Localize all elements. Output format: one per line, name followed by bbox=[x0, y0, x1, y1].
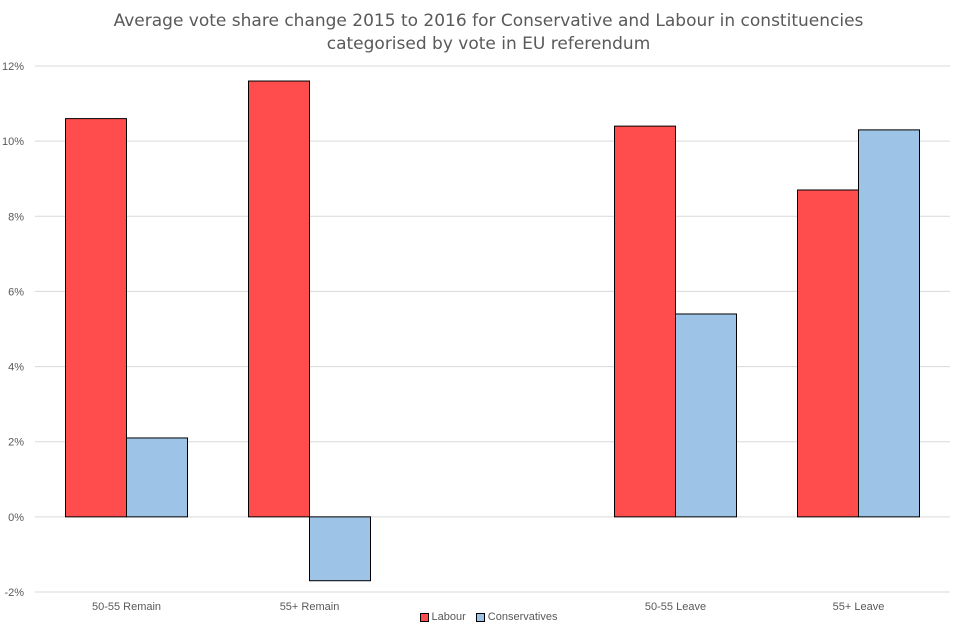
chart-title-line-2: categorised by vote in EU referendum bbox=[326, 34, 651, 54]
x-category-label: 55+ Remain bbox=[280, 601, 340, 613]
y-tick-label: 10% bbox=[2, 136, 24, 148]
x-category-label: 50-55 Remain bbox=[92, 601, 161, 613]
bar-labour[interactable] bbox=[65, 118, 127, 518]
x-category-label: 50-55 Leave bbox=[645, 601, 706, 613]
bar-labour[interactable] bbox=[797, 189, 859, 518]
x-axis-category-labels: 50-55 Remain 55+ Remain 50-55 Leave 55+ Lea… bbox=[92, 601, 884, 613]
legend-item-labour[interactable]: Labour bbox=[419, 611, 466, 623]
y-tick-label: 2% bbox=[8, 437, 24, 449]
bar-conservatives[interactable] bbox=[858, 129, 920, 518]
y-tick-label: 12% bbox=[2, 61, 24, 73]
legend: Labour Conservatives bbox=[0, 611, 977, 623]
y-tick-label: 0% bbox=[8, 512, 24, 524]
bar-conservatives[interactable] bbox=[675, 313, 737, 518]
x-category-label: 55+ Leave bbox=[833, 601, 885, 613]
chart-title-line-1: Average vote share change 2015 to 2016 f… bbox=[113, 11, 864, 31]
y-tick-label: -2% bbox=[4, 587, 24, 599]
bar-labour[interactable] bbox=[248, 80, 310, 518]
bar-conservatives[interactable] bbox=[126, 437, 188, 518]
labour-swatch bbox=[419, 612, 429, 622]
conservatives-swatch bbox=[475, 612, 485, 622]
legend-label-conservatives: Conservatives bbox=[487, 611, 558, 623]
y-tick-label: 6% bbox=[8, 286, 24, 298]
y-axis-tick-labels: -2% 0% 2% 4% 6% 8% 10% 12% bbox=[2, 61, 24, 599]
legend-item-conservatives[interactable]: Conservatives bbox=[475, 611, 558, 623]
chart-title: Average vote share change 2015 to 2016 f… bbox=[0, 10, 977, 56]
y-tick-label: 8% bbox=[8, 211, 24, 223]
bar-labour[interactable] bbox=[614, 125, 676, 518]
legend-label-labour: Labour bbox=[431, 611, 466, 623]
bar-conservatives[interactable] bbox=[309, 516, 371, 582]
y-tick-label: 4% bbox=[8, 362, 24, 374]
bars bbox=[65, 80, 920, 582]
